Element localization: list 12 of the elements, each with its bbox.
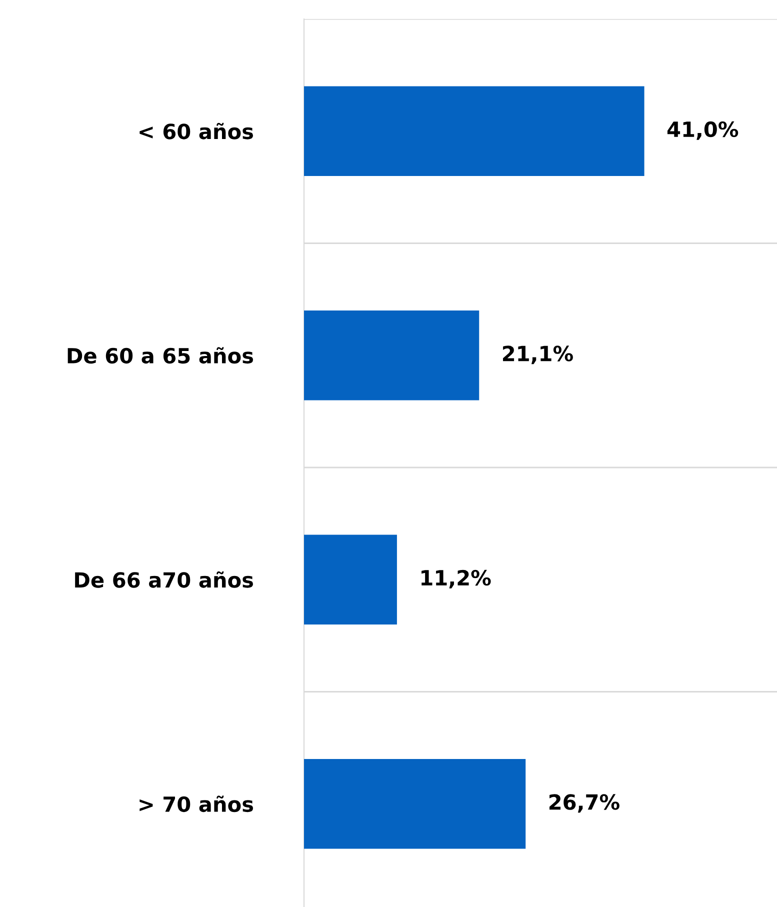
bar: [304, 534, 397, 624]
data-label: 11,2%: [422, 570, 491, 588]
bar: [304, 310, 480, 400]
data-label: 26,7%: [549, 794, 620, 813]
y-tick-label: De 60 a 65 años: [68, 347, 254, 364]
data-label: 21,1%: [502, 346, 573, 364]
bar: [304, 759, 526, 849]
data-label: 41,0%: [667, 121, 738, 140]
y-tick-label: > 70 años: [140, 796, 254, 812]
y-tick-label: De 66 a70 años: [75, 571, 254, 588]
y-tick-label: < 60 años: [140, 122, 254, 140]
bar: [304, 86, 644, 176]
